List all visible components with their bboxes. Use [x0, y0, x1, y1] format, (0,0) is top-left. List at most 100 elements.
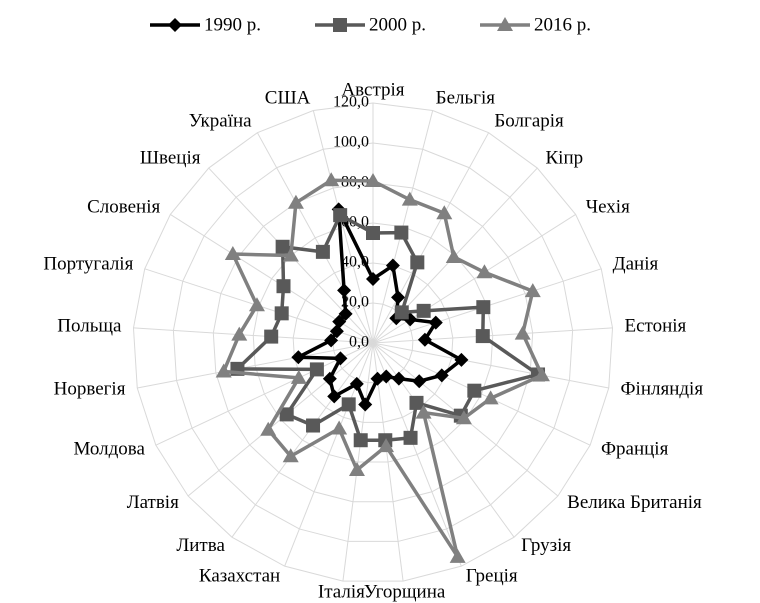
marker: [282, 448, 299, 463]
marker: [467, 383, 482, 398]
marker: [264, 329, 279, 344]
marker: [476, 300, 491, 315]
category-label: Австрія: [341, 79, 404, 100]
marker: [391, 371, 406, 386]
marker: [323, 172, 340, 187]
category-label: Кіпр: [546, 148, 584, 169]
category-label: Бельгія: [436, 87, 496, 108]
marker: [324, 333, 339, 348]
category-label: Норвегія: [54, 379, 126, 400]
marker: [287, 194, 304, 209]
marker: [409, 395, 424, 410]
marker: [276, 279, 291, 294]
marker: [497, 17, 513, 31]
legend-label: 1990 р.: [204, 14, 261, 35]
spoke: [231, 342, 374, 538]
category-label: Естонія: [625, 316, 687, 337]
marker: [260, 421, 277, 436]
grid-line: [132, 102, 614, 582]
marker: [322, 371, 337, 386]
legend-label: 2000 р.: [369, 14, 426, 35]
marker: [391, 290, 406, 305]
marker: [353, 433, 368, 448]
marker: [449, 548, 466, 563]
tick-label: 20,0: [341, 294, 369, 311]
spoke: [372, 342, 609, 389]
marker: [338, 306, 353, 321]
marker: [309, 362, 324, 377]
spoke: [372, 327, 613, 344]
marker: [370, 371, 385, 386]
marker: [329, 324, 344, 339]
marker: [306, 418, 321, 433]
marker: [394, 225, 409, 240]
marker: [412, 374, 427, 389]
marker: [445, 248, 462, 263]
marker: [215, 363, 232, 378]
marker: [349, 376, 364, 391]
marker: [290, 369, 307, 384]
marker: [416, 303, 431, 318]
marker: [248, 297, 265, 312]
marker: [476, 264, 493, 279]
marker: [348, 461, 365, 476]
category-label: Угорщина: [364, 581, 446, 602]
marker: [434, 368, 449, 383]
marker: [365, 173, 381, 187]
marker: [168, 18, 182, 32]
category-label: Молдова: [73, 439, 145, 460]
marker: [410, 255, 425, 270]
category-label: Данія: [613, 253, 659, 274]
grid-line: [292, 262, 454, 423]
marker: [333, 18, 347, 32]
marker: [454, 352, 469, 367]
marker: [275, 239, 290, 254]
marker: [533, 367, 550, 382]
marker: [274, 306, 289, 321]
marker: [401, 191, 418, 206]
marker: [224, 246, 241, 261]
spoke: [342, 342, 374, 582]
marker: [327, 389, 342, 404]
marker: [337, 283, 352, 298]
marker: [358, 397, 373, 412]
category-label: США: [265, 87, 311, 108]
category-label: Польща: [57, 316, 122, 337]
marker: [455, 410, 472, 425]
category-label: Чехія: [586, 196, 630, 217]
category-label: Португалія: [43, 253, 133, 274]
marker: [333, 208, 348, 223]
marker: [378, 438, 395, 453]
marker: [514, 325, 531, 340]
grid-line: [252, 222, 494, 463]
category-label: Фінляндія: [621, 379, 704, 400]
category-label: Велика Британія: [567, 492, 702, 513]
marker: [331, 420, 348, 435]
marker: [475, 329, 490, 344]
legend-label: 2016 р.: [534, 14, 591, 35]
marker: [366, 226, 380, 240]
marker: [524, 283, 541, 298]
category-label: Франція: [601, 439, 669, 460]
category-label: Грузія: [521, 535, 571, 556]
category-label: Казахстан: [199, 566, 280, 587]
marker: [428, 315, 443, 330]
marker: [333, 351, 348, 366]
marker: [403, 430, 418, 445]
category-label: Латвія: [127, 492, 179, 513]
marker: [417, 332, 432, 347]
grid-line: [172, 142, 574, 542]
tick-label: 100,0: [333, 134, 369, 151]
tick-label: 120,0: [333, 94, 369, 111]
marker: [291, 350, 306, 365]
marker: [394, 305, 409, 320]
marker: [282, 247, 299, 262]
category-label: Україна: [189, 111, 252, 132]
marker: [231, 326, 248, 341]
category-label: Словенія: [87, 196, 160, 217]
series-line: [221, 178, 544, 559]
spoke: [372, 132, 490, 344]
marker: [415, 404, 432, 419]
spoke: [372, 342, 591, 446]
